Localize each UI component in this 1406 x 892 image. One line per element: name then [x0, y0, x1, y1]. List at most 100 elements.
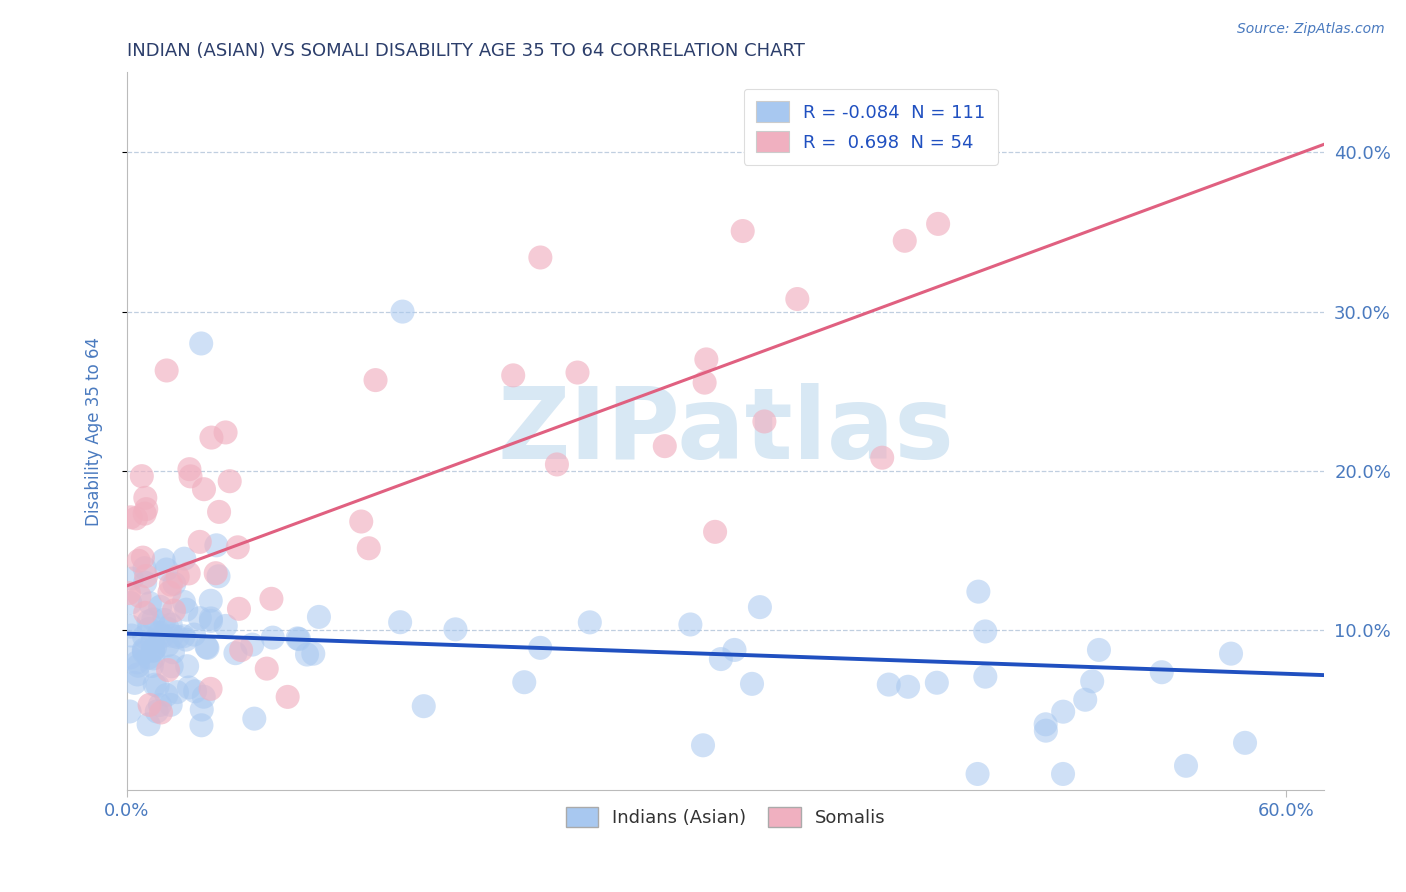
Point [966, 767, 988, 781]
Point [218, 474, 240, 488]
Point [155, 688, 177, 702]
Point [141, 659, 163, 673]
Point [156, 638, 179, 652]
Point [188, 611, 211, 625]
Point [146, 679, 169, 693]
Point [153, 613, 176, 627]
Point [162, 645, 184, 659]
Point [1052, 705, 1074, 719]
Point [1035, 717, 1057, 731]
Point [142, 612, 165, 626]
Point [134, 606, 156, 620]
Point [200, 593, 222, 607]
Point [160, 659, 183, 673]
Point [188, 534, 211, 549]
Point [184, 684, 207, 698]
Point [226, 541, 249, 555]
Point [128, 589, 150, 603]
Point [205, 538, 228, 552]
Point [579, 615, 602, 630]
Point [183, 627, 205, 641]
Point [193, 690, 215, 704]
Point [149, 698, 172, 712]
Point [529, 251, 551, 265]
Point [786, 292, 808, 306]
Point [157, 663, 180, 677]
Point [357, 541, 380, 556]
Point [710, 652, 733, 666]
Point [567, 366, 589, 380]
Point [149, 599, 172, 614]
Point [302, 647, 325, 661]
Point [308, 610, 330, 624]
Point [134, 561, 156, 575]
Text: ZIPatlas: ZIPatlas [498, 383, 955, 480]
Point [127, 658, 149, 673]
Point [228, 602, 250, 616]
Point [149, 626, 172, 640]
Point [150, 706, 173, 720]
Point [138, 717, 160, 731]
Point [118, 705, 141, 719]
Point [125, 511, 148, 525]
Point [143, 678, 166, 692]
Point [143, 640, 166, 655]
Point [120, 619, 142, 633]
Point [156, 622, 179, 636]
Point [190, 702, 212, 716]
Point [723, 643, 745, 657]
Point [135, 569, 157, 583]
Point [172, 629, 194, 643]
Point [159, 698, 181, 712]
Point [160, 629, 183, 643]
Point [513, 675, 536, 690]
Point [741, 677, 763, 691]
Point [391, 304, 413, 318]
Point [138, 622, 160, 636]
Point [173, 595, 195, 609]
Point [152, 553, 174, 567]
Point [295, 648, 318, 662]
Point [121, 628, 143, 642]
Point [502, 368, 524, 383]
Point [128, 554, 150, 568]
Point [193, 482, 215, 496]
Point [695, 352, 717, 367]
Point [207, 569, 229, 583]
Point [152, 629, 174, 643]
Point [134, 507, 156, 521]
Point [287, 632, 309, 646]
Point [204, 566, 226, 581]
Point [124, 676, 146, 690]
Point [692, 739, 714, 753]
Point [444, 623, 467, 637]
Point [704, 524, 727, 539]
Point [190, 336, 212, 351]
Point [159, 617, 181, 632]
Point [179, 462, 201, 476]
Point [260, 591, 283, 606]
Point [138, 698, 160, 712]
Point [529, 640, 551, 655]
Point [262, 631, 284, 645]
Point [654, 439, 676, 453]
Point [1074, 692, 1097, 706]
Point [121, 572, 143, 586]
Point [754, 414, 776, 428]
Point [120, 510, 142, 524]
Point [159, 585, 181, 599]
Point [256, 662, 278, 676]
Point [693, 376, 716, 390]
Point [200, 614, 222, 628]
Point [132, 550, 155, 565]
Point [1175, 758, 1198, 772]
Point [412, 699, 434, 714]
Point [870, 450, 893, 465]
Point [1220, 647, 1243, 661]
Point [925, 675, 948, 690]
Point [243, 712, 266, 726]
Point [132, 642, 155, 657]
Point [748, 600, 770, 615]
Point [350, 515, 373, 529]
Point [173, 551, 195, 566]
